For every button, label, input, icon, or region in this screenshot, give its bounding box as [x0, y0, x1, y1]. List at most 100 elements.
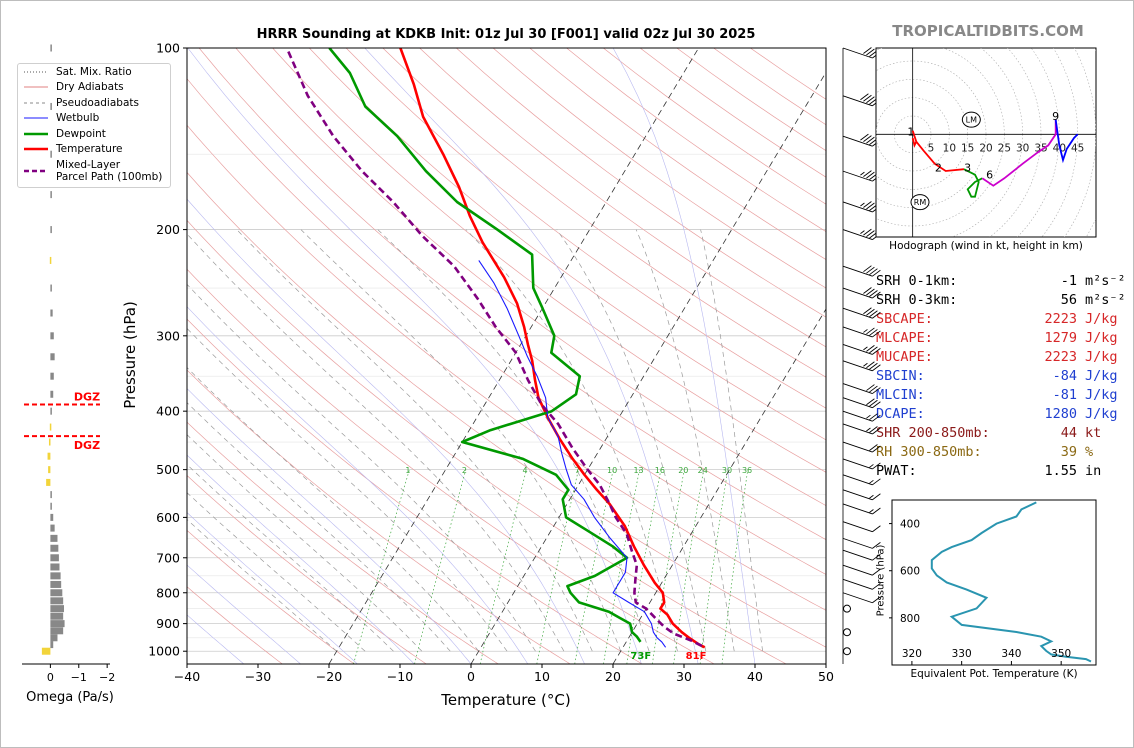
mixing-ratio-label: 30: [722, 466, 732, 475]
omega-bar: [50, 502, 52, 510]
wind-barb: [842, 521, 881, 533]
pseudoadiabat: [187, 233, 565, 652]
pseudoadiabat: [236, 229, 593, 652]
wind-barb: [842, 410, 881, 422]
wind-calm-marker: [843, 647, 851, 656]
moist-adiabat: [187, 306, 529, 664]
omega-bar: [46, 478, 51, 486]
x-tick-label: 40: [747, 669, 763, 684]
stat-unit: %: [1085, 444, 1094, 460]
thetae-y-tick-label: 400: [900, 519, 920, 531]
hodograph-height-label: 9: [1052, 110, 1059, 123]
pseudoadiabat: [187, 402, 451, 652]
thetae-x-tick-label: 350: [1051, 648, 1071, 660]
hodograph-tick-label: 5: [928, 142, 935, 154]
omega-x-tick-label: 0: [47, 671, 54, 684]
series-wetbulb: [478, 260, 667, 648]
x-tick-label: 30: [676, 669, 692, 684]
mixing-ratio-label: 10: [607, 466, 617, 475]
x-tick-label: −30: [245, 669, 271, 684]
wind-barb: [842, 441, 881, 453]
stats-panel: SRH 0-1km: -1 m²s⁻² SRH 0-3km: 56 m²s⁻² SBCAPE…: [876, 272, 1126, 481]
moist-adiabat: [187, 614, 244, 664]
stat-value: 1.55: [1044, 463, 1077, 479]
dgz-label: DGZ: [74, 439, 100, 452]
dry-adiabat: [382, 48, 826, 378]
hodograph-tick-label: 15: [961, 142, 974, 154]
skewt-clip-group: 1 2 4 7 10 13 16 20 24 30 36: [187, 48, 826, 664]
wind-barb: [842, 360, 881, 372]
stat-row: RH 300-850mb: 39%: [876, 443, 1126, 462]
wind-barb: [842, 458, 881, 470]
dry-adiabat: [187, 219, 787, 664]
wind-barb: [842, 549, 881, 561]
hodograph-segment: [981, 119, 1057, 187]
mixing-ratio-label: 4: [523, 466, 528, 475]
omega-bar: [50, 634, 58, 642]
stat-unit: J/kg: [1085, 311, 1118, 327]
omega-bar: [50, 284, 52, 292]
mixing-ratio-label: 13: [633, 466, 643, 475]
omega-bar: [49, 256, 52, 264]
thetae-x-tick-label: 330: [952, 648, 972, 660]
stat-value: -81: [1052, 387, 1077, 403]
stat-row: PWAT: 1.55 in: [876, 462, 1126, 481]
omega-bar: [50, 544, 59, 552]
omega-bar: [50, 226, 52, 234]
stat-label: SHR 200-850mb:: [876, 425, 990, 441]
dry-adiabat: [235, 48, 826, 506]
mixing-ratio-line: [603, 469, 640, 664]
mixing-ratio-label: 7: [575, 466, 580, 475]
pseudoadiabat: [187, 518, 337, 652]
omega-bar: [50, 597, 64, 605]
hodograph-tick-label: 30: [1016, 142, 1029, 154]
omega-bar: [50, 612, 64, 620]
moist-adiabat: [187, 512, 358, 664]
mixing-ratio-label: 24: [698, 466, 708, 475]
hodograph-segment: [963, 168, 983, 198]
hodograph-tick-label: 20: [979, 142, 992, 154]
wind-barb: [842, 265, 881, 277]
stat-value: 39: [1060, 444, 1077, 460]
stat-value: 2223: [1044, 311, 1077, 327]
wind-barb: [842, 578, 881, 590]
omega-bar: [50, 513, 54, 521]
x-tick-label: −40: [174, 669, 200, 684]
x-tick-label: 50: [818, 669, 834, 684]
wind-barb: [842, 503, 881, 515]
stat-label: RH 300-850mb:: [876, 444, 982, 460]
hodograph-height-label: 1: [907, 125, 914, 138]
pseudoadiabat: [187, 327, 508, 652]
legend-swatch: [24, 102, 48, 104]
site-watermark: TROPICALTIDBITS.COM: [892, 22, 1084, 40]
stat-label: SRH 0-3km:: [876, 292, 958, 308]
y-tick-label: 500: [156, 462, 180, 477]
moist-adiabat: [364, 48, 699, 664]
omega-bar: [50, 44, 52, 52]
pseudoadiabat: [187, 367, 479, 652]
mixing-ratio-label: 2: [462, 466, 467, 475]
omega-bar: [50, 572, 61, 580]
stat-label: SRH 0-1km:: [876, 273, 958, 289]
wind-calm-marker: [843, 628, 851, 637]
legend-swatch: [24, 117, 48, 119]
pseudoadiabat: [187, 492, 366, 652]
omega-x-tick-label: −1: [71, 671, 87, 684]
stat-row: SHR 200-850mb: 44 kt: [876, 424, 1126, 443]
omega-bar: [50, 150, 52, 158]
wind-barb: [842, 287, 881, 299]
surface-dewpoint-label: 73F: [630, 651, 651, 662]
x-tick-label: −10: [387, 669, 413, 684]
wind-barb: [842, 228, 881, 241]
omega-bar: [50, 191, 52, 199]
x-tick-label: −20: [316, 669, 342, 684]
omega-bar: [48, 438, 51, 446]
legend-label: Mixed-Layer Parcel Path (100mb): [56, 158, 163, 183]
pseudoadiabat: [700, 229, 764, 652]
hodograph-height-label: 6: [986, 169, 993, 182]
legend-item: Dewpoint: [18, 126, 170, 142]
pseudoadiabat: [300, 229, 622, 652]
legend-label: Dewpoint: [56, 127, 106, 140]
y-tick-label: 1000: [148, 644, 180, 659]
wind-barb: [842, 397, 881, 409]
